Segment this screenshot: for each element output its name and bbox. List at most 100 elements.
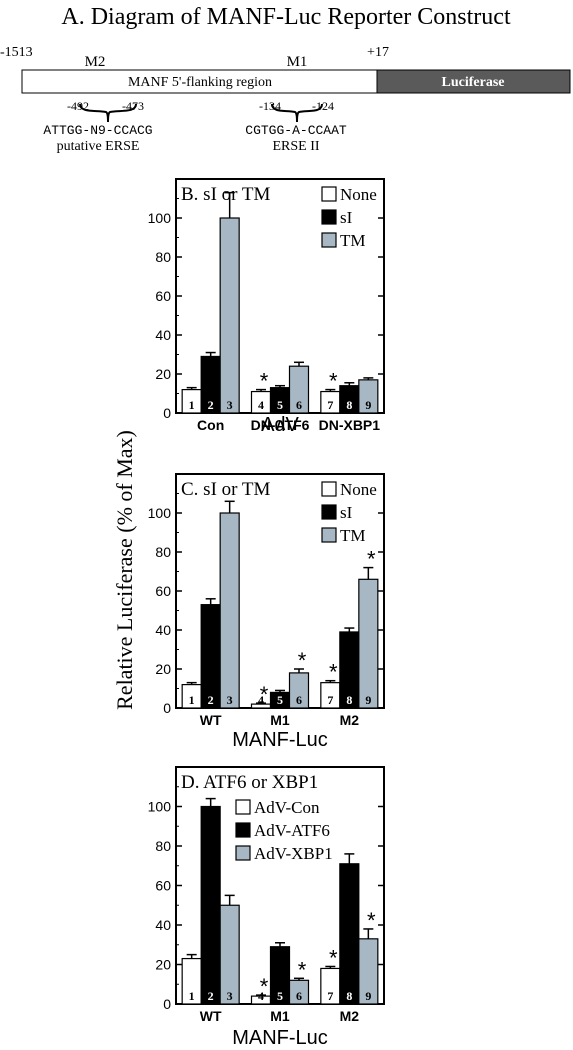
bar-number: 3 bbox=[227, 398, 233, 412]
bar bbox=[358, 578, 379, 709]
y-tick-label: 20 bbox=[155, 366, 171, 382]
legend-swatch bbox=[235, 845, 251, 861]
legend-label: AdV-XBP1 bbox=[254, 844, 333, 863]
category-label: M1 bbox=[270, 1008, 290, 1024]
y-tick-label: 100 bbox=[148, 799, 172, 815]
bar-number: 9 bbox=[365, 989, 371, 1003]
category-label: WT bbox=[200, 1008, 222, 1024]
y-tick-label: 0 bbox=[163, 700, 171, 716]
bar bbox=[200, 805, 221, 1005]
x-axis-label: MANF-Luc bbox=[232, 1027, 328, 1049]
bar-number: 2 bbox=[208, 989, 214, 1003]
bar-number: 7 bbox=[327, 398, 333, 412]
category-label: WT bbox=[200, 712, 222, 728]
legend-label: sI bbox=[340, 208, 353, 227]
bar-number: 3 bbox=[227, 989, 233, 1003]
y-tick-label: 40 bbox=[155, 622, 171, 638]
flanking-region-label: MANF 5'-flanking region bbox=[128, 75, 272, 90]
m2-label: M2 bbox=[85, 54, 106, 70]
bar-number: 8 bbox=[346, 693, 352, 707]
y-tick-label: 40 bbox=[155, 327, 171, 343]
legend-swatch bbox=[321, 186, 337, 202]
significance-star: * bbox=[260, 974, 269, 999]
pos-end-label: +17 bbox=[367, 45, 389, 60]
y-tick-label: 80 bbox=[155, 249, 171, 265]
bar-number: 1 bbox=[189, 693, 195, 707]
significance-star: * bbox=[329, 660, 338, 685]
y-tick-label: 80 bbox=[155, 544, 171, 560]
y-tick-label: 40 bbox=[155, 917, 171, 933]
bar-number: 2 bbox=[208, 398, 214, 412]
bar-number: 1 bbox=[189, 989, 195, 1003]
legend-label: AdV-Con bbox=[254, 798, 320, 817]
erse1-sequence: ATTGG-N9-CCACG bbox=[43, 123, 152, 138]
y-tick-label: 20 bbox=[155, 661, 171, 677]
category-label: M1 bbox=[270, 712, 290, 728]
significance-star: * bbox=[298, 957, 307, 982]
bar-number: 1 bbox=[189, 398, 195, 412]
bar-number: 8 bbox=[346, 398, 352, 412]
y-axis-title: Relative Luciferase (% of Max) bbox=[112, 430, 137, 710]
chart-title: D. ATF6 or XBP1 bbox=[181, 772, 318, 793]
legend-swatch bbox=[235, 822, 251, 838]
bar-number: 3 bbox=[227, 693, 233, 707]
bar-number: 4 bbox=[258, 398, 264, 412]
luciferase-box bbox=[376, 69, 571, 94]
y-tick-label: 100 bbox=[148, 210, 172, 226]
x-axis-label: AdV bbox=[261, 414, 299, 436]
significance-star: * bbox=[329, 369, 338, 394]
significance-star: * bbox=[367, 908, 376, 933]
chart-title: B. sI or TM bbox=[181, 184, 270, 205]
y-tick-label: 80 bbox=[155, 838, 171, 854]
y-tick-label: 20 bbox=[155, 957, 171, 973]
luciferase-label: Luciferase bbox=[442, 75, 505, 90]
bar-number: 4 bbox=[258, 989, 264, 1003]
legend-label: None bbox=[340, 185, 377, 204]
bar-number: 5 bbox=[277, 398, 283, 412]
category-label: M2 bbox=[340, 1008, 360, 1024]
legend-swatch bbox=[321, 504, 337, 520]
erse1-name: putative ERSE bbox=[57, 139, 140, 154]
legend-label: TM bbox=[340, 526, 366, 545]
y-tick-label: 60 bbox=[155, 583, 171, 599]
bar-number: 8 bbox=[346, 989, 352, 1003]
significance-star: * bbox=[367, 547, 376, 572]
erse2-sequence: CGTGG-A-CCAAT bbox=[245, 123, 347, 138]
m1-label: M1 bbox=[287, 54, 308, 70]
bar-number: 5 bbox=[277, 693, 283, 707]
legend-label: sI bbox=[340, 503, 353, 522]
erse2-brace bbox=[271, 103, 323, 123]
legend-swatch bbox=[321, 481, 337, 497]
category-label: Con bbox=[197, 417, 224, 433]
construct-diagram: A. Diagram of MANF-Luc Reporter Construc… bbox=[0, 4, 571, 154]
legend-label: TM bbox=[340, 231, 366, 250]
category-label: DN-XBP1 bbox=[319, 417, 381, 433]
category-label: M2 bbox=[340, 712, 360, 728]
erse2-name: ERSE II bbox=[272, 139, 319, 154]
significance-star: * bbox=[329, 945, 338, 970]
significance-star: * bbox=[260, 369, 269, 394]
bar bbox=[219, 512, 240, 709]
y-tick-label: 100 bbox=[148, 505, 172, 521]
y-tick-label: 0 bbox=[163, 996, 171, 1012]
bar-number: 2 bbox=[208, 693, 214, 707]
significance-star: * bbox=[260, 682, 269, 707]
legend-swatch bbox=[321, 209, 337, 225]
bar bbox=[219, 217, 240, 414]
erse1-brace bbox=[79, 103, 137, 123]
y-tick-label: 60 bbox=[155, 288, 171, 304]
legend-swatch bbox=[321, 232, 337, 248]
legend-swatch bbox=[321, 527, 337, 543]
legend-label: None bbox=[340, 480, 377, 499]
chart-title: C. sI or TM bbox=[181, 479, 270, 500]
bar-number: 5 bbox=[277, 989, 283, 1003]
legend-label: AdV-ATF6 bbox=[254, 821, 330, 840]
bar-number: 9 bbox=[365, 398, 371, 412]
bar-number: 9 bbox=[365, 693, 371, 707]
bar-number: 4 bbox=[258, 693, 264, 707]
